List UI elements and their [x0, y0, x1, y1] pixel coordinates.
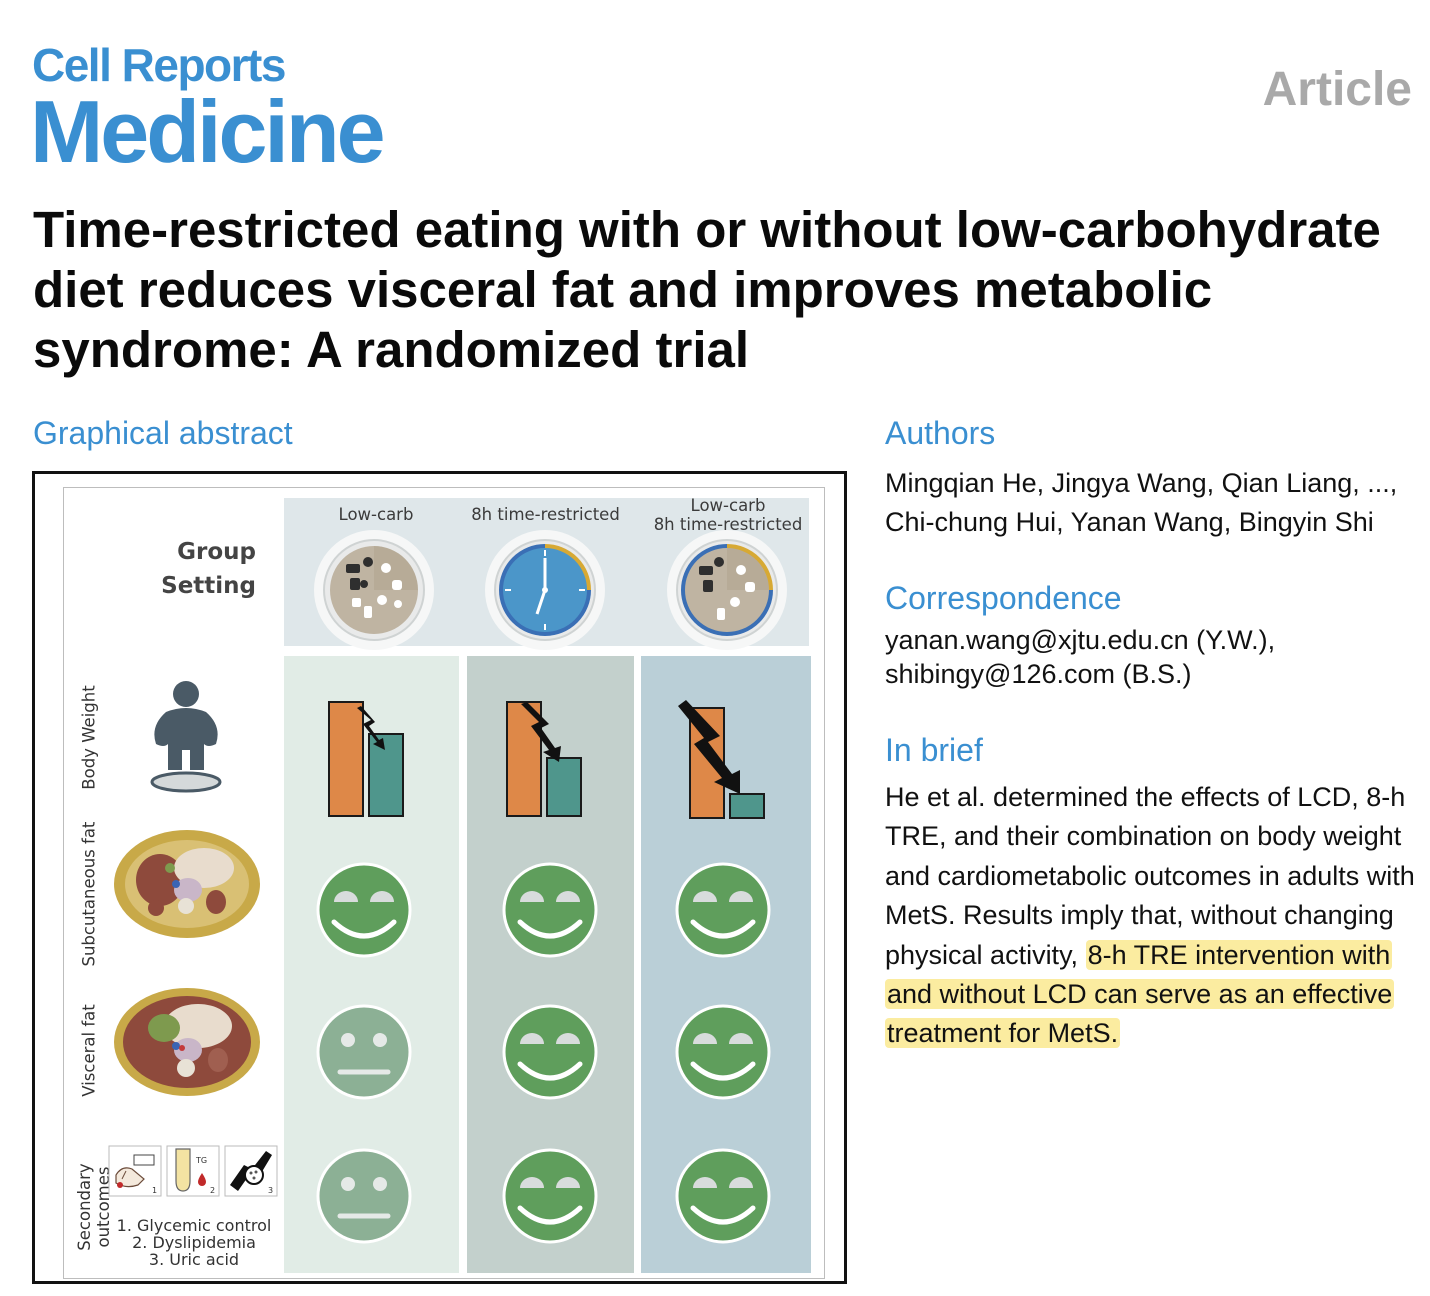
email-link-2[interactable]: shibingy@126.com (B.S.): [885, 659, 1192, 689]
secondary-outcome-3: 3. Uric acid: [148, 1250, 240, 1269]
group-setting-line-1: Group: [177, 539, 256, 565]
group-setting-line-2: Setting: [161, 573, 256, 599]
secondary-outcome-2: 2. Dyslipidemia: [132, 1233, 256, 1252]
group-label-trE: 8h time-restricted: [471, 505, 620, 524]
face-neutral-icon: [316, 1004, 412, 1100]
lipid-tube-icon: TG 2: [166, 1145, 220, 1197]
group-label-combined: Low-carb 8h time-restricted: [634, 496, 822, 534]
graphical-abstract-panel: Group Setting Low-carb 8h time-restricte…: [63, 487, 825, 1279]
authors-list: Mingqian He, Jingya Wang, Qian Liang, ..…: [885, 464, 1425, 542]
face-happy-icon: [316, 862, 412, 958]
face-happy-icon: [502, 1148, 598, 1244]
face-happy-icon: [675, 1004, 771, 1100]
in-brief-heading: In brief: [885, 732, 983, 768]
combined-plate-clock-icon: [667, 530, 787, 650]
icon-number-3: 3: [268, 1186, 273, 1195]
graphical-abstract-heading: Graphical abstract: [33, 415, 293, 451]
icon-number-2: 2: [210, 1186, 215, 1195]
journal-name-top: Cell Reports: [32, 39, 286, 91]
bar-chart-low-carb: [328, 701, 404, 817]
group-label-combined-line-2: 8h time-restricted: [653, 515, 803, 534]
face-happy-icon: [675, 862, 771, 958]
tg-label: TG: [195, 1156, 207, 1165]
bar-chart-combined: [678, 700, 765, 819]
icon-number-1: 1: [152, 1186, 157, 1195]
uric-acid-icon: 3: [224, 1145, 278, 1197]
authors-line-2: Chi-chung Hui, Yanan Wang, Bingyin Shi: [885, 507, 1374, 537]
correspondence-emails: yanan.wang@xjtu.edu.cn (Y.W.), shibingy@…: [885, 623, 1425, 691]
low-carb-plate-icon: [314, 530, 434, 650]
outcome-faces-grid: [316, 862, 771, 1244]
article-type-label: Article: [1262, 63, 1412, 116]
group-label-combined-line-1: Low-carb: [690, 496, 766, 515]
group-setting-label: Group Setting: [124, 535, 256, 603]
face-neutral-icon: [316, 1148, 412, 1244]
group-label-low-carb: Low-carb: [338, 505, 414, 524]
face-happy-icon: [502, 862, 598, 958]
secondary-outcome-1: 1. Glycemic control: [116, 1216, 272, 1235]
glycemic-test-icon: 1: [108, 1145, 162, 1197]
graphical-abstract: Group Setting Low-carb 8h time-restricte…: [32, 471, 847, 1284]
face-happy-icon: [502, 1004, 598, 1100]
authors-heading: Authors: [885, 415, 996, 451]
paper-title: Time-restricted eating with or without l…: [33, 201, 1381, 378]
ct-scan-visceral-image: [114, 988, 260, 1096]
correspondence-heading: Correspondence: [885, 580, 1122, 616]
authors-line-1: Mingqian He, Jingya Wang, Qian Liang, ..…: [885, 468, 1398, 498]
clock-icon: [485, 530, 605, 650]
person-on-scale-icon: [150, 681, 222, 793]
journal-name-main: Medicine: [30, 82, 386, 181]
bar-chart-trE: [506, 701, 582, 817]
email-link-1[interactable]: yanan.wang@xjtu.edu.cn (Y.W.),: [885, 625, 1276, 655]
secondary-outcomes-list: 1. Glycemic control 2. Dyslipidemia 3. U…: [104, 1217, 284, 1268]
in-brief-text: He et al. determined the effects of LCD,…: [885, 778, 1425, 1054]
face-happy-icon: [675, 1148, 771, 1244]
in-brief-body: He et al. determined the effects of LCD,…: [885, 782, 1415, 970]
ct-scan-subcutaneous-image: [114, 830, 260, 938]
